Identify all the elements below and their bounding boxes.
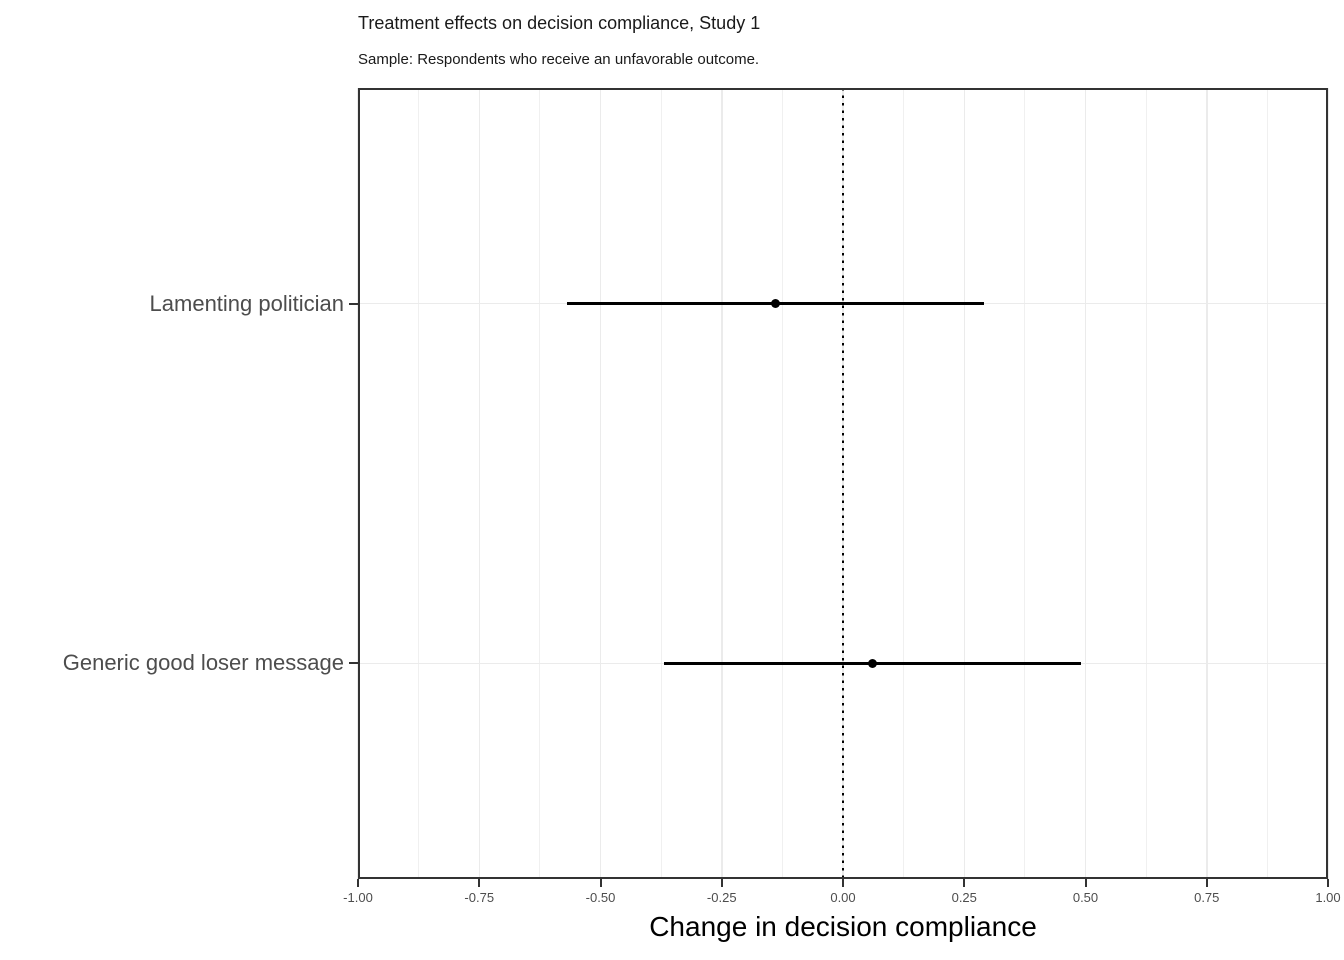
x-tick-mark: [599, 879, 602, 887]
gridline-minor: [539, 88, 541, 879]
gridline-major: [1206, 88, 1208, 879]
y-axis-label: Generic good loser message: [62, 650, 344, 676]
gridline-minor: [418, 88, 420, 879]
x-tick-mark: [478, 879, 481, 887]
chart-subtitle: Sample: Respondents who receive an unfav…: [358, 51, 760, 68]
y-axis-label: Lamenting politician: [149, 290, 344, 316]
x-tick-mark: [963, 879, 966, 887]
x-axis-title: Change in decision compliance: [649, 911, 1037, 942]
x-tick-label: -0.25: [706, 890, 737, 905]
gridline-major: [478, 88, 480, 879]
x-tick-mark: [842, 879, 844, 887]
point-estimate: [770, 299, 780, 309]
gridline-minor: [781, 88, 783, 879]
x-tick-label: -0.75: [464, 890, 495, 905]
x-tick-mark: [720, 879, 723, 887]
gridline-minor: [660, 88, 662, 879]
x-tick-label: -0.50: [585, 890, 616, 905]
gridline-minor: [1145, 88, 1147, 879]
gridline-major: [1084, 88, 1087, 879]
x-tick-label: 1.00: [1315, 890, 1341, 905]
gridline-major: [721, 88, 723, 879]
y-axis-labels: Lamenting politician Generic good loser m…: [0, 88, 344, 879]
gridline-minor: [903, 88, 905, 879]
x-tick-mark: [357, 879, 359, 887]
chart-title: Treatment effects on decision compliance…: [358, 13, 761, 33]
gridline-major: [1327, 88, 1329, 879]
gridline-major: [357, 88, 359, 879]
point-estimate: [867, 658, 877, 668]
x-tick-label: 0.00: [830, 890, 856, 905]
y-tick-mark: [349, 662, 358, 665]
x-tick-label: 0.50: [1072, 890, 1099, 905]
x-tick-mark: [1327, 879, 1329, 887]
gridline-major: [599, 88, 602, 879]
x-tick-mark: [1205, 879, 1208, 887]
y-tick-mark: [349, 302, 358, 305]
gridline-major: [963, 88, 965, 879]
x-tick-label: -1.00: [343, 890, 373, 905]
plot-panel: [357, 88, 1329, 879]
gridline-minor: [1266, 88, 1268, 879]
zero-reference-line: [842, 88, 844, 879]
x-tick-label: 0.25: [951, 890, 977, 905]
x-tick-label: 0.75: [1194, 890, 1220, 905]
x-tick-mark: [1084, 879, 1087, 887]
gridline-minor: [1024, 88, 1026, 879]
